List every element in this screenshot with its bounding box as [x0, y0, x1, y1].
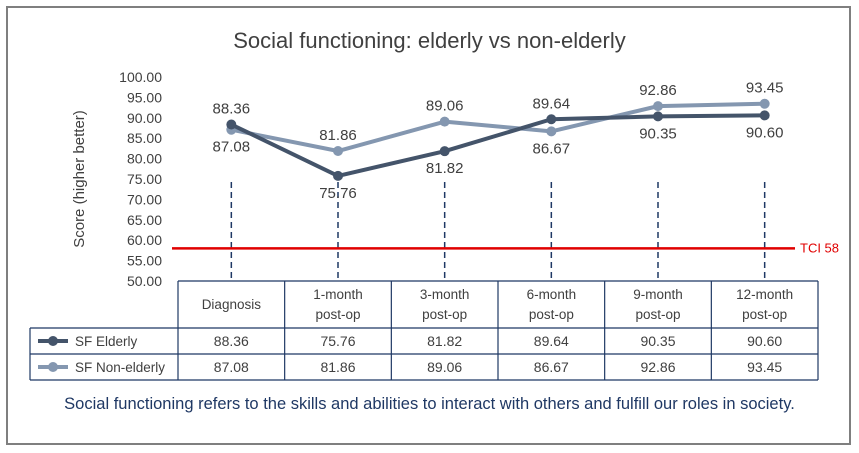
- data-label: 90.60: [746, 124, 784, 141]
- data-label: 89.64: [533, 95, 571, 112]
- category-label: post-op: [422, 307, 467, 322]
- data-label: 81.86: [319, 127, 357, 144]
- data-point: [653, 111, 663, 122]
- legend-marker: [48, 362, 58, 372]
- data-point: [439, 146, 450, 157]
- y-axis-label: Score (higher better): [71, 110, 88, 248]
- reference-line-label: TCI 58: [800, 240, 839, 255]
- y-tick-label: 75.00: [127, 171, 162, 187]
- category-label: 1-month: [313, 287, 363, 302]
- y-tick-label: 50.00: [127, 273, 162, 289]
- data-label: 88.36: [213, 100, 251, 117]
- data-point: [653, 101, 663, 112]
- data-point: [546, 126, 557, 137]
- data-label: 93.45: [746, 80, 784, 97]
- y-tick-label: 60.00: [127, 232, 162, 248]
- table-cell: 81.86: [320, 359, 355, 375]
- table-cell: 89.64: [534, 333, 569, 349]
- y-tick-label: 95.00: [127, 89, 162, 105]
- data-label: 81.82: [426, 160, 464, 177]
- footnote: Social functioning refers to the skills …: [64, 395, 795, 413]
- legend-entry: SF Elderly: [75, 334, 138, 349]
- category-label: Diagnosis: [202, 297, 262, 312]
- data-point: [439, 116, 450, 127]
- data-label: 86.67: [533, 140, 571, 157]
- y-tick-label: 100.00: [119, 69, 162, 85]
- y-tick-label: 65.00: [127, 212, 162, 228]
- data-point: [546, 114, 557, 125]
- table-cell: 81.82: [427, 333, 462, 349]
- category-label: post-op: [635, 307, 680, 322]
- data-label: 89.06: [426, 98, 464, 115]
- y-tick-label: 90.00: [127, 110, 162, 126]
- data-label: 87.08: [213, 139, 251, 156]
- legend-marker: [48, 336, 58, 346]
- chart-frame: [6, 6, 851, 445]
- series-line-non-elderly: [230, 101, 765, 154]
- table-cell: 75.76: [320, 333, 355, 349]
- data-label: 90.35: [639, 125, 677, 142]
- data-point: [333, 170, 343, 181]
- category-label: 12-month: [736, 287, 793, 302]
- table-cell: 86.67: [534, 359, 569, 375]
- y-tick-label: 55.00: [127, 253, 162, 269]
- y-tick-label: 70.00: [127, 191, 162, 207]
- table-cell: 90.60: [747, 333, 782, 349]
- data-label: 92.86: [639, 82, 677, 99]
- table-cell: 92.86: [640, 359, 675, 375]
- chart-title: Social functioning: elderly vs non-elder…: [233, 28, 626, 53]
- category-label: post-op: [315, 307, 360, 322]
- y-tick-label: 85.00: [127, 130, 162, 146]
- table-cell: 87.08: [214, 359, 249, 375]
- category-label: 3-month: [420, 287, 470, 302]
- table-cell: 88.36: [214, 333, 249, 349]
- legend-entry: SF Non-elderly: [75, 360, 165, 375]
- data-label: 75.76: [319, 185, 357, 202]
- table-cell: 89.06: [427, 359, 462, 375]
- category-label: post-op: [742, 307, 787, 322]
- table-cell: 90.35: [640, 333, 675, 349]
- category-label: post-op: [529, 307, 574, 322]
- category-label: 6-month: [527, 287, 577, 302]
- category-label: 9-month: [633, 287, 683, 302]
- data-point: [226, 119, 237, 130]
- data-point: [759, 98, 770, 109]
- data-point: [333, 146, 343, 157]
- y-tick-label: 80.00: [127, 151, 162, 167]
- data-point: [759, 110, 770, 121]
- table-cell: 93.45: [747, 359, 782, 375]
- series-line-elderly: [230, 113, 765, 178]
